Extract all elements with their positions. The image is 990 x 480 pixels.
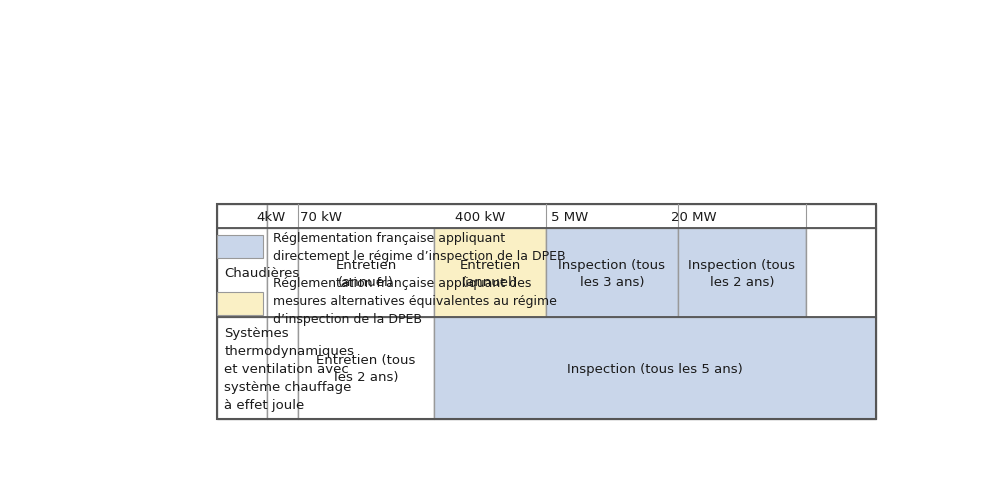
Text: 20 MW: 20 MW [670, 210, 716, 223]
Bar [217, 229, 267, 317]
Bar [217, 204, 267, 229]
Bar [267, 229, 298, 317]
Bar [217, 235, 263, 258]
Bar [678, 229, 806, 317]
Text: Réglementation française appliquant des
mesures alternatives équivalentes au rég: Réglementation française appliquant des … [272, 276, 556, 325]
Text: Systèmes
thermodynamiques
et ventilation avec
système chauffage
à effet joule: Systèmes thermodynamiques et ventilation… [225, 326, 354, 411]
Text: Chaudières: Chaudières [225, 267, 300, 280]
Text: Inspection (tous les 5 ans): Inspection (tous les 5 ans) [566, 362, 742, 375]
Bar [217, 317, 267, 420]
Bar [267, 204, 875, 229]
Bar [434, 317, 875, 420]
Text: Réglementation française appliquant
directement le régime d’inspection de la DPE: Réglementation française appliquant dire… [272, 231, 565, 262]
Text: 5 MW: 5 MW [550, 210, 588, 223]
Bar [806, 229, 875, 317]
Bar [298, 229, 434, 317]
Text: Inspection (tous
les 2 ans): Inspection (tous les 2 ans) [688, 258, 795, 288]
Bar [298, 317, 434, 420]
Text: Entretien (tous
les 2 ans): Entretien (tous les 2 ans) [316, 353, 416, 384]
Bar [434, 229, 546, 317]
Bar [217, 204, 875, 420]
Text: Inspection (tous
les 3 ans): Inspection (tous les 3 ans) [558, 258, 665, 288]
Text: 4kW: 4kW [256, 210, 286, 223]
Bar [267, 317, 298, 420]
Bar [217, 293, 263, 316]
Text: 400 kW: 400 kW [455, 210, 505, 223]
Bar [546, 229, 678, 317]
Text: Entretien
(annuel): Entretien (annuel) [336, 258, 397, 288]
Text: Entretien
(annuel): Entretien (annuel) [459, 258, 521, 288]
Text: 70 kW: 70 kW [300, 210, 343, 223]
